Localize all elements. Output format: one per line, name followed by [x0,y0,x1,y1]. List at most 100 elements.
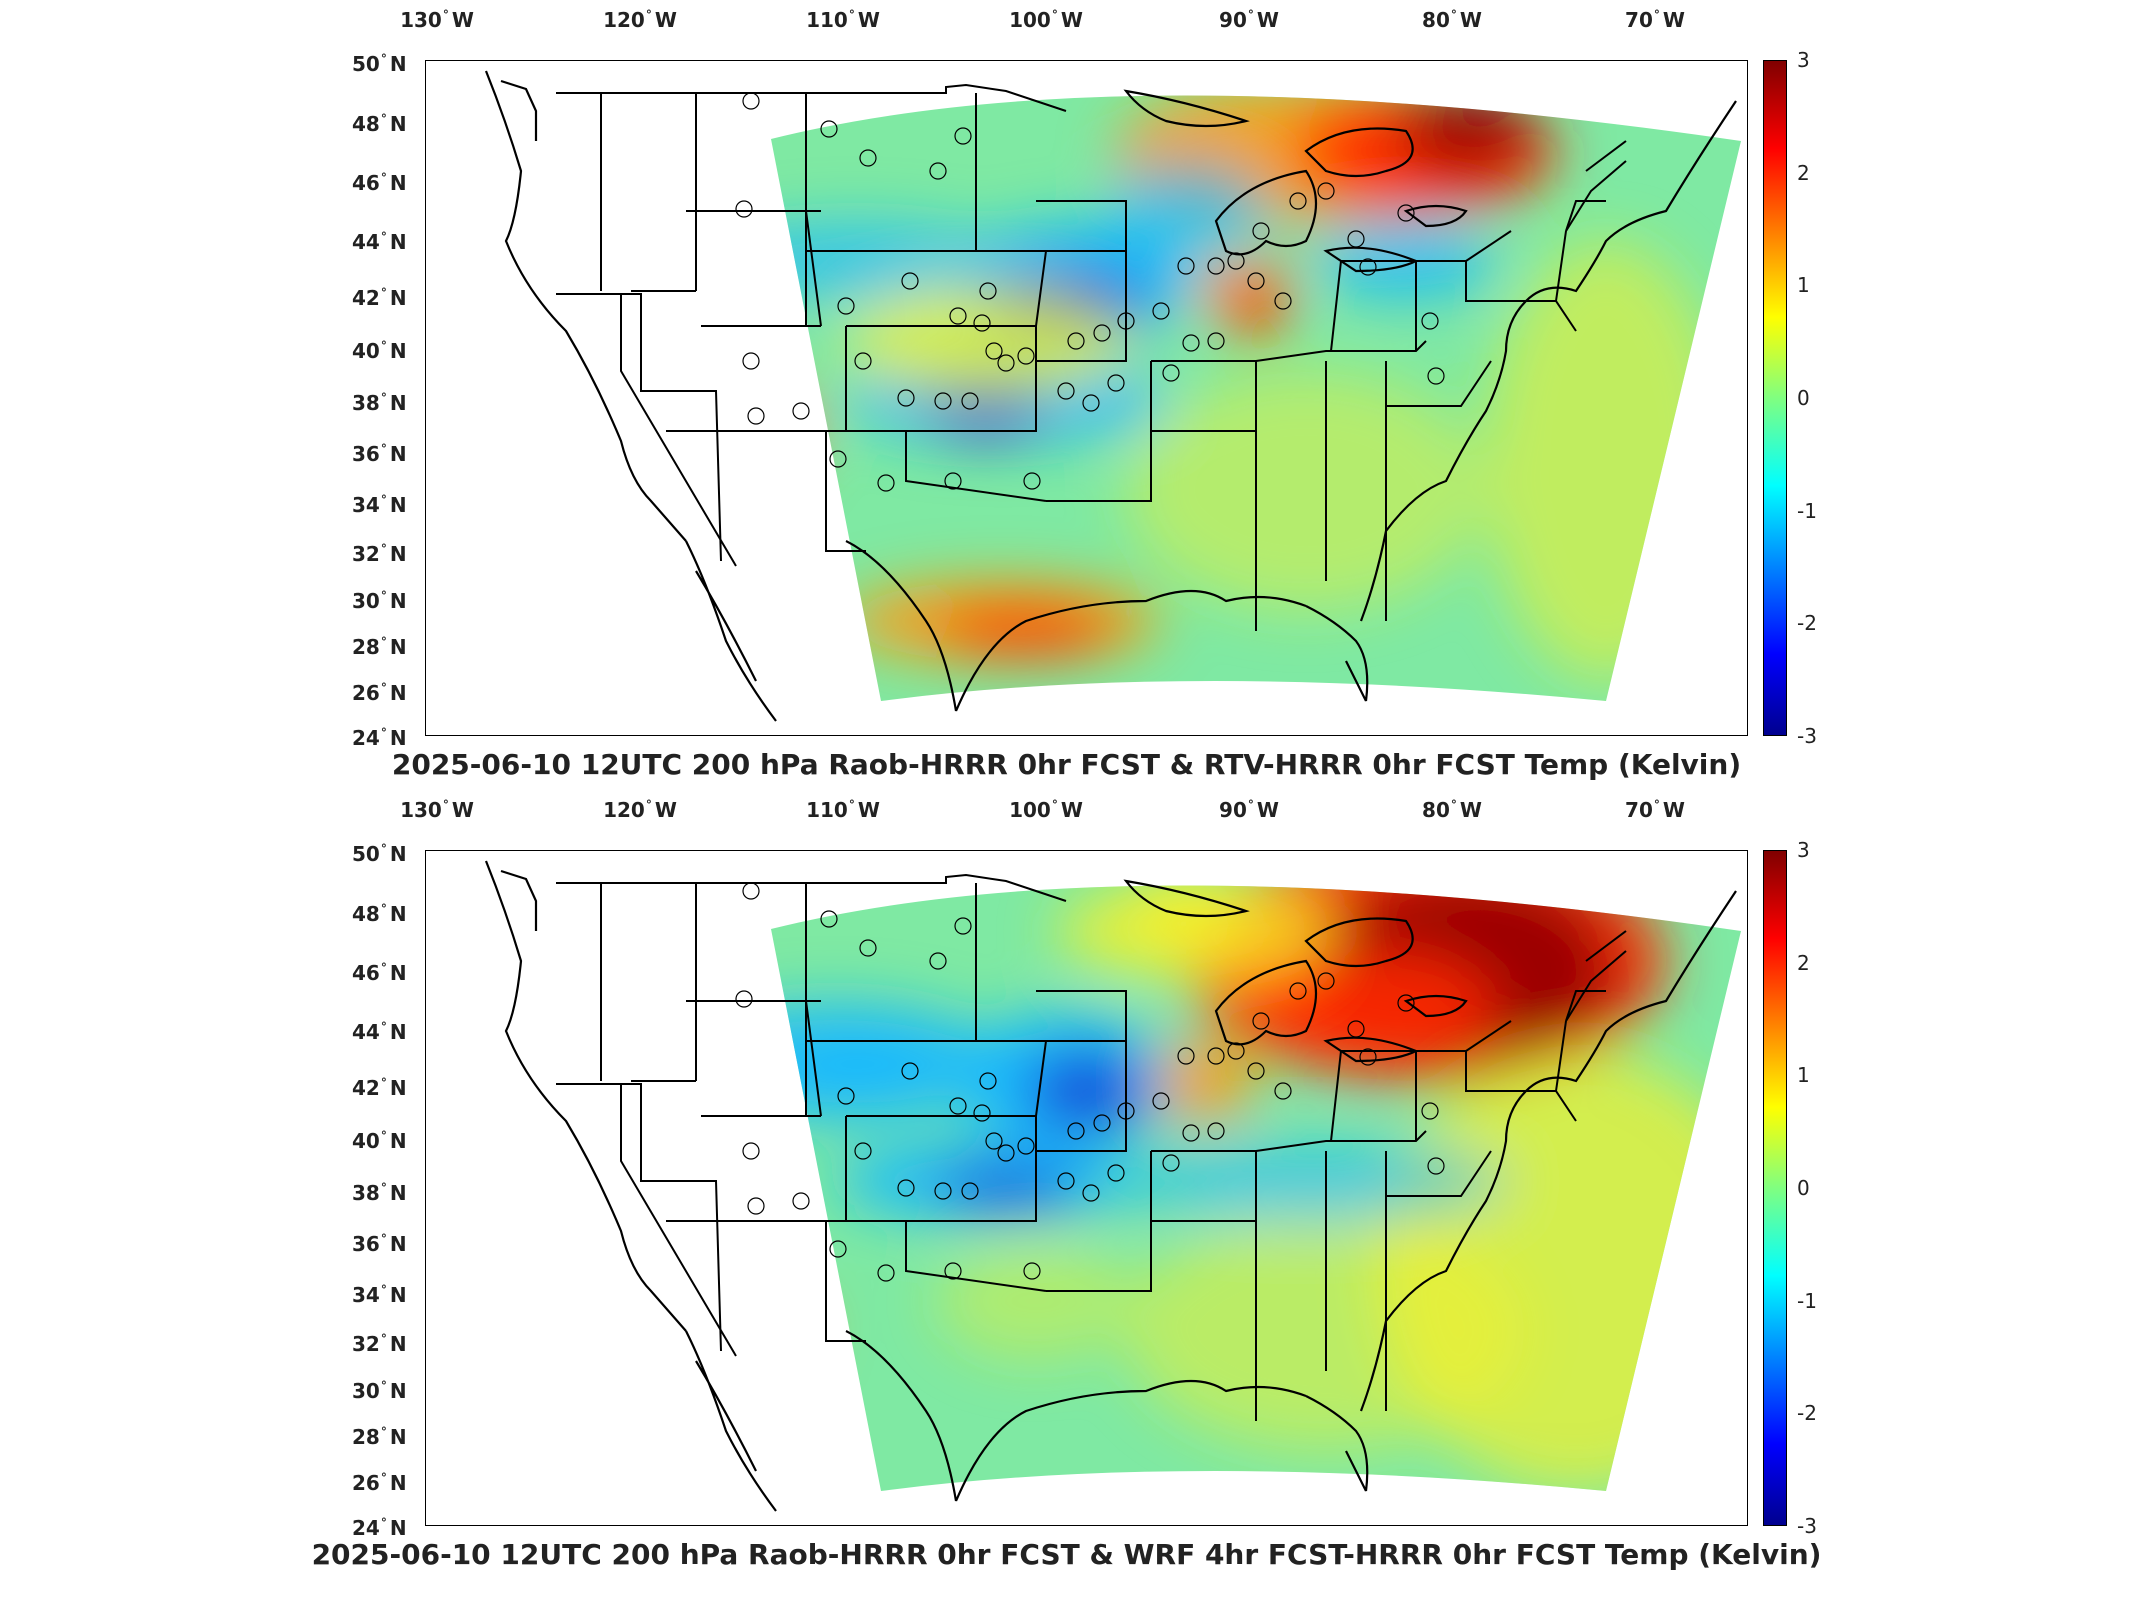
coastline [500,79,538,141]
state-boundary [600,883,697,1082]
raob-station-marker [944,472,962,490]
state-boundary [1555,950,1627,1122]
field-anomaly [846,281,1126,401]
raob-station-marker [1067,1122,1085,1140]
coastline [484,860,687,1332]
raob-station-marker [1289,192,1307,210]
state-boundary [825,1221,866,1342]
longitude-label: 70° W [1625,798,1685,822]
longitude-label: 130° W [400,798,474,822]
coastline [845,1330,1307,1502]
state-boundary [1330,260,1416,352]
colorbar-tick-label: 0 [1797,386,1810,410]
state-boundary [1386,360,1492,407]
raob-station-marker [1359,1048,1377,1066]
state-boundary [1415,1020,1512,1141]
latitude-label: 26° N [352,1471,407,1495]
raob-station-marker [1421,312,1439,330]
field-anomaly [776,1031,956,1111]
state-boundary [1330,1050,1416,1142]
coastline [1323,246,1419,273]
raob-station-marker [1152,302,1170,320]
longitude-label: 120° W [603,8,677,32]
raob-station-marker [1427,1157,1445,1175]
field-anomaly [1026,1051,1146,1131]
raob-station-marker [1152,1092,1170,1110]
longitude-label: 80° W [1422,798,1482,822]
raob-station-marker [949,307,967,325]
raob-station-marker [979,1072,997,1090]
state-boundary [975,93,1048,327]
state-boundary [600,93,697,292]
state-boundary [1046,1151,1152,1292]
coastlines [484,70,1737,722]
field-anomaly [1106,1141,1506,1221]
raob-station-marker [854,1142,872,1160]
latitude-label: 40° N [352,339,407,363]
latitude-label: 42° N [352,1076,407,1100]
raob-station-marker [1247,1062,1265,1080]
state-boundary [806,250,1036,327]
raob-station-marker [792,402,810,420]
raob-station-marker [1093,1114,1111,1132]
raob-station-marker [742,882,760,900]
raob-station-marker [747,407,765,425]
latitude-label: 44° N [352,230,407,254]
coastline [500,869,538,931]
colorbar-tick-label: -2 [1797,1401,1817,1426]
latitude-label: 50° N [352,842,407,866]
raob-station-marker [859,939,877,957]
raob-station-marker [954,917,972,935]
raob-station-marker [1317,182,1335,200]
colorbar-tick-label: -1 [1797,1288,1817,1313]
coastline [1403,204,1468,228]
colorbar-tick-label: -3 [1797,1514,1817,1538]
field-anomaly [1396,95,1536,171]
state-boundaries [556,873,1627,1421]
field-anomaly [936,1161,1076,1211]
raob-station-marker [1023,472,1041,490]
coastline [484,70,687,542]
longitude-label: 130° W [400,8,474,32]
colorbar-tick-label: 1 [1797,1063,1810,1088]
state-boundary [1585,930,1627,962]
state-boundary [1555,160,1627,332]
coastline [1304,917,1414,968]
raob-station-marker [949,1097,967,1115]
state-boundary [686,1000,822,1117]
raob-station-marker [1247,272,1265,290]
coastline [845,540,1307,712]
raob-station-marker [1207,1122,1225,1140]
raob-station-marker [837,1087,855,1105]
raob-station-marker [961,392,979,410]
raob-station-marker [973,314,991,332]
raob-station-marker [1057,382,1075,400]
colorbar-tick-label: 3 [1797,838,1810,862]
latitude-label: 32° N [352,542,407,566]
raob-station-marker [1207,332,1225,350]
raob-station-marker [820,910,838,928]
latitude-label: 24° N [352,726,407,750]
latitude-label: 40° N [352,1129,407,1153]
raob-station-marker [985,1132,1003,1150]
raob-station-marker [747,1197,765,1215]
latitude-label: 36° N [352,1232,407,1256]
coastline [1123,89,1250,128]
raob-station-marker [944,1262,962,1280]
raob-station-marker [929,952,947,970]
state-boundary [556,293,722,562]
raob-station-marker [901,272,919,290]
latitude-label: 48° N [352,112,407,136]
state-boundaries [556,83,1627,631]
raob-station-marker [1107,374,1125,392]
field-anomaly [1231,271,1281,341]
latitude-label: 50° N [352,52,407,76]
raob-station-marker [1227,1042,1245,1060]
field-anomaly [771,406,796,476]
raob-station-marker [854,352,872,370]
raob-station-marker [1067,332,1085,350]
raob-station-marker [837,297,855,315]
raob-station-marker [1107,1164,1125,1182]
state-boundary [1585,140,1627,172]
raob-station-marker [742,92,760,110]
